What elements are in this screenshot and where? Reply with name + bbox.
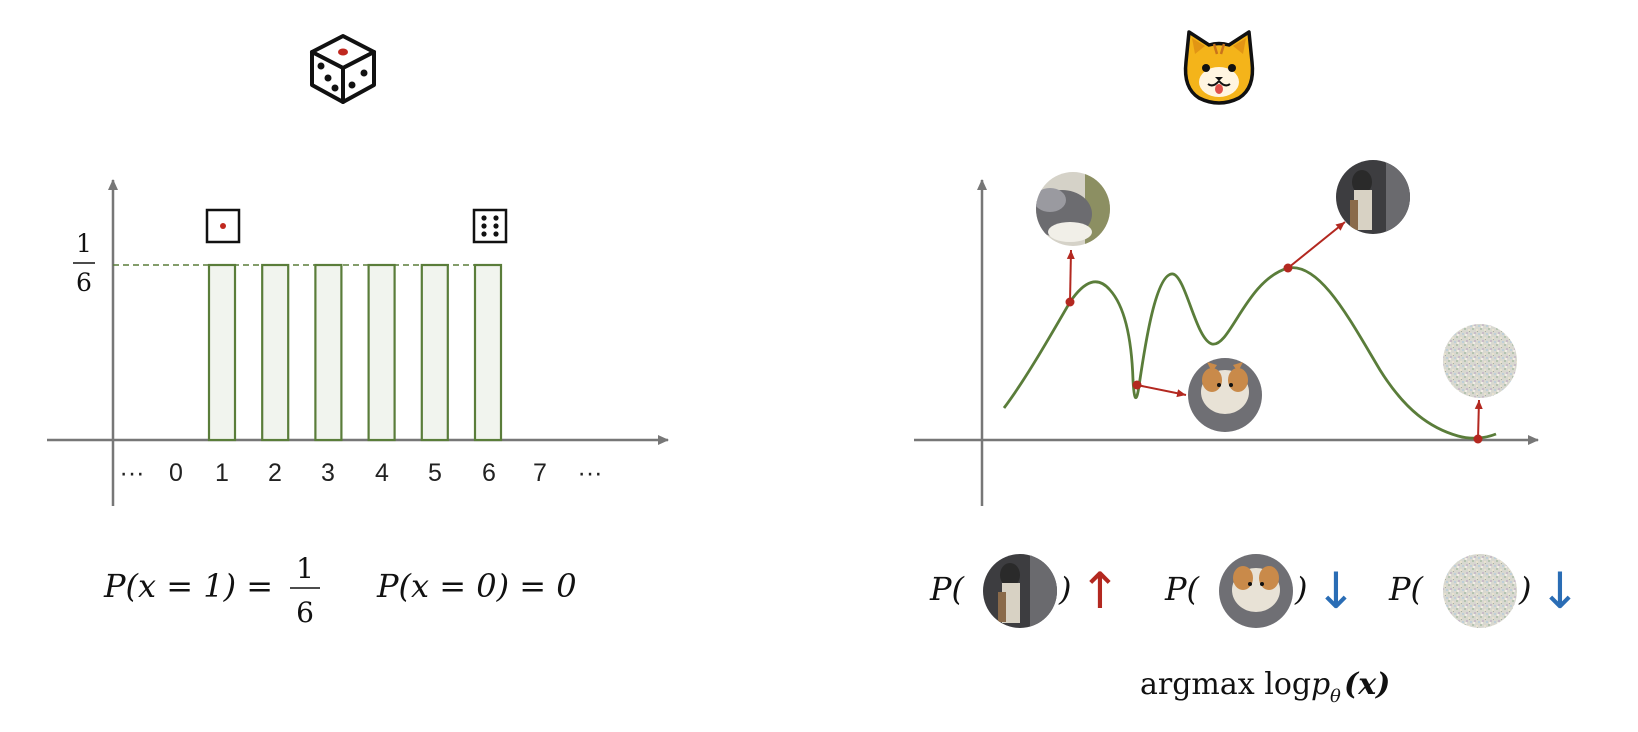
p-open-paren: P( (1164, 570, 1201, 608)
up-arrow: ↑ (1079, 562, 1121, 620)
x-tick: 7 (533, 459, 547, 487)
svg-text:6: 6 (296, 596, 314, 629)
bar-6 (473, 263, 503, 442)
svg-text:p: p (1311, 667, 1330, 702)
down-arrow: ↓ (1539, 562, 1581, 620)
svg-text:(x): (x) (1344, 667, 1390, 702)
bar-5 (420, 263, 449, 442)
x-tick: 3 (321, 459, 335, 487)
bar-2 (261, 263, 290, 442)
bar-4 (367, 263, 396, 442)
svg-text:1: 1 (296, 552, 314, 585)
cat-photo-icon (983, 554, 1057, 628)
cat-photo-icon (1036, 172, 1110, 246)
cat-photo-icon (1336, 160, 1410, 234)
p-close-paren: ) (1518, 570, 1531, 608)
svg-text:P(x = 1) =: P(x = 1) = (103, 567, 273, 605)
die-face-one-icon (205, 208, 241, 244)
x-tick: 5 (428, 459, 442, 487)
p-close-paren: ) (1058, 570, 1071, 608)
die-face-six-icon (472, 208, 508, 244)
formula-p-x-equals-0: P(x = 0) = 0 (376, 567, 577, 605)
svg-text:θ: θ (1330, 686, 1341, 707)
x-tick: ··· (120, 459, 145, 487)
density-curve (1002, 266, 1497, 440)
p-open-paren: P( (1388, 570, 1425, 608)
corgi-photo-icon (1219, 554, 1293, 628)
x-tick: 4 (375, 459, 389, 487)
x-tick: 0 (169, 459, 183, 487)
svg-text:6: 6 (76, 268, 92, 297)
bar-1 (207, 263, 237, 442)
x-tick: ··· (578, 459, 603, 487)
svg-text:argmax log: argmax log (1140, 667, 1311, 702)
pointer-arrow (1474, 399, 1483, 440)
formula-p-x-equals-1: P(x = 1) = 1 6 (103, 552, 320, 629)
pointer-arrow (1136, 384, 1187, 398)
down-arrow: ↓ (1315, 562, 1357, 620)
x-tick: 1 (215, 459, 229, 487)
pointer-arrow (1287, 221, 1346, 269)
pointer-arrow (1066, 249, 1075, 303)
y-tick-one-sixth: 1 6 (73, 229, 95, 297)
x-tick: 2 (268, 459, 282, 487)
corgi-photo-icon (1188, 358, 1262, 432)
noise-image-icon (1443, 554, 1517, 628)
p-open-paren: P( (929, 570, 966, 608)
die-icon (310, 34, 376, 104)
x-tick: 6 (482, 459, 496, 487)
bar-3 (314, 263, 343, 442)
bar-group (207, 263, 503, 442)
noise-image-icon (1443, 324, 1517, 398)
x-tick-labels: ··· 0 1 2 3 4 5 6 7 ··· (120, 459, 603, 487)
svg-text:1: 1 (76, 229, 92, 258)
objective-formula: argmax log p θ (x) (1140, 667, 1390, 707)
cat-face-icon (1183, 30, 1255, 105)
p-close-paren: ) (1294, 570, 1307, 608)
